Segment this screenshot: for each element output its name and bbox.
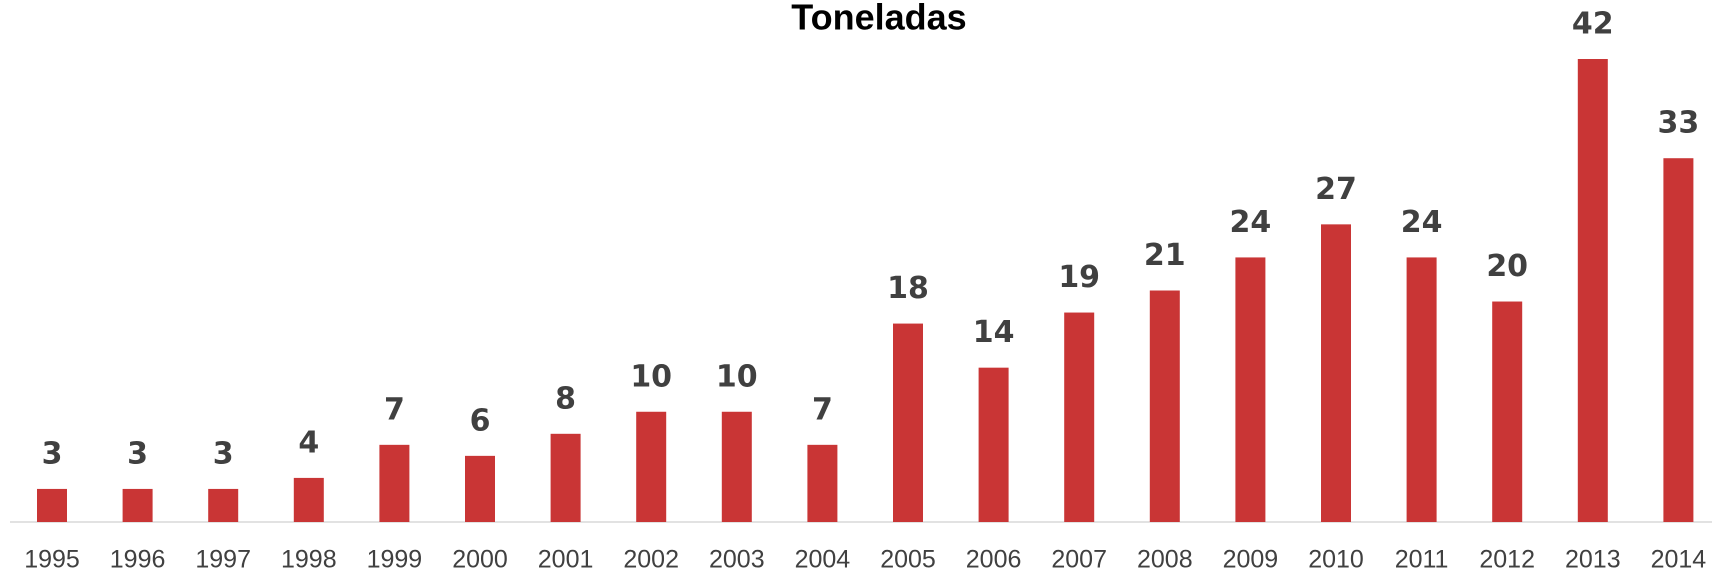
bar <box>37 488 67 522</box>
value-label: 19 <box>1058 260 1100 295</box>
value-label: 20 <box>1486 249 1528 284</box>
value-label: 18 <box>887 271 929 306</box>
x-tick-label: 1998 <box>281 546 337 573</box>
value-label: 6 <box>470 403 491 438</box>
bar <box>1577 59 1608 522</box>
bar <box>1492 301 1523 522</box>
x-tick-label: 2014 <box>1651 546 1707 573</box>
bar <box>1235 257 1266 522</box>
value-label: 10 <box>630 359 672 394</box>
bar <box>721 411 752 522</box>
value-label: 10 <box>716 359 758 394</box>
value-label: 33 <box>1658 106 1700 141</box>
x-tick-label: 2000 <box>452 546 508 573</box>
value-label: 7 <box>812 392 833 427</box>
x-tick-label: 2002 <box>623 546 679 573</box>
x-tick-label: 2013 <box>1565 546 1621 573</box>
x-tick-label: 1999 <box>367 546 423 573</box>
value-label: 27 <box>1315 172 1357 207</box>
bar <box>1064 312 1095 522</box>
bar <box>293 477 324 522</box>
x-tick-label: 2009 <box>1223 546 1279 573</box>
x-tick-label: 2011 <box>1395 546 1449 573</box>
x-tick-label: 2001 <box>538 546 594 573</box>
bar <box>465 455 495 522</box>
x-tick-label: 1996 <box>110 546 166 573</box>
x-tick-label: 2005 <box>880 546 936 573</box>
x-tick-label: 1997 <box>195 546 251 573</box>
value-label: 24 <box>1230 205 1272 240</box>
bar <box>208 488 239 522</box>
bar <box>636 411 667 522</box>
bar <box>550 433 581 522</box>
value-label: 3 <box>127 436 148 471</box>
x-tick-label: 2008 <box>1137 546 1193 573</box>
bar <box>893 323 923 522</box>
x-tick-label: 2010 <box>1308 546 1364 573</box>
value-label: 42 <box>1572 7 1614 42</box>
value-label: 24 <box>1401 205 1443 240</box>
x-tick-label: 2006 <box>966 546 1022 573</box>
value-label: 3 <box>42 436 63 471</box>
bar <box>807 444 838 522</box>
value-label: 4 <box>298 425 319 460</box>
bar <box>1321 224 1351 522</box>
value-label: 3 <box>213 436 234 471</box>
value-label: 14 <box>973 315 1015 350</box>
value-label: 7 <box>384 392 405 427</box>
x-tick-label: 2004 <box>795 546 851 573</box>
bar <box>1149 290 1180 522</box>
value-label: 8 <box>555 381 576 416</box>
bar <box>1406 257 1437 522</box>
chart-title: Toneladas <box>791 0 966 38</box>
x-tick-label: 2007 <box>1051 546 1107 573</box>
x-tick-label: 1995 <box>24 546 80 573</box>
x-tick-label: 2012 <box>1479 546 1535 573</box>
bar <box>379 444 410 522</box>
value-label: 21 <box>1144 238 1186 273</box>
bar <box>122 488 153 522</box>
bar <box>1663 158 1694 522</box>
bar <box>978 367 1009 522</box>
x-tick-label: 2003 <box>709 546 765 573</box>
